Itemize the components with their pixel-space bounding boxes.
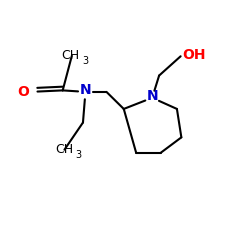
- Text: 3: 3: [75, 150, 81, 160]
- Text: CH: CH: [62, 49, 80, 62]
- Text: 3: 3: [82, 56, 88, 66]
- Text: O: O: [17, 85, 29, 99]
- Text: CH: CH: [55, 143, 73, 156]
- Text: N: N: [80, 83, 91, 97]
- Text: OH: OH: [182, 48, 206, 62]
- Text: N: N: [146, 89, 158, 103]
